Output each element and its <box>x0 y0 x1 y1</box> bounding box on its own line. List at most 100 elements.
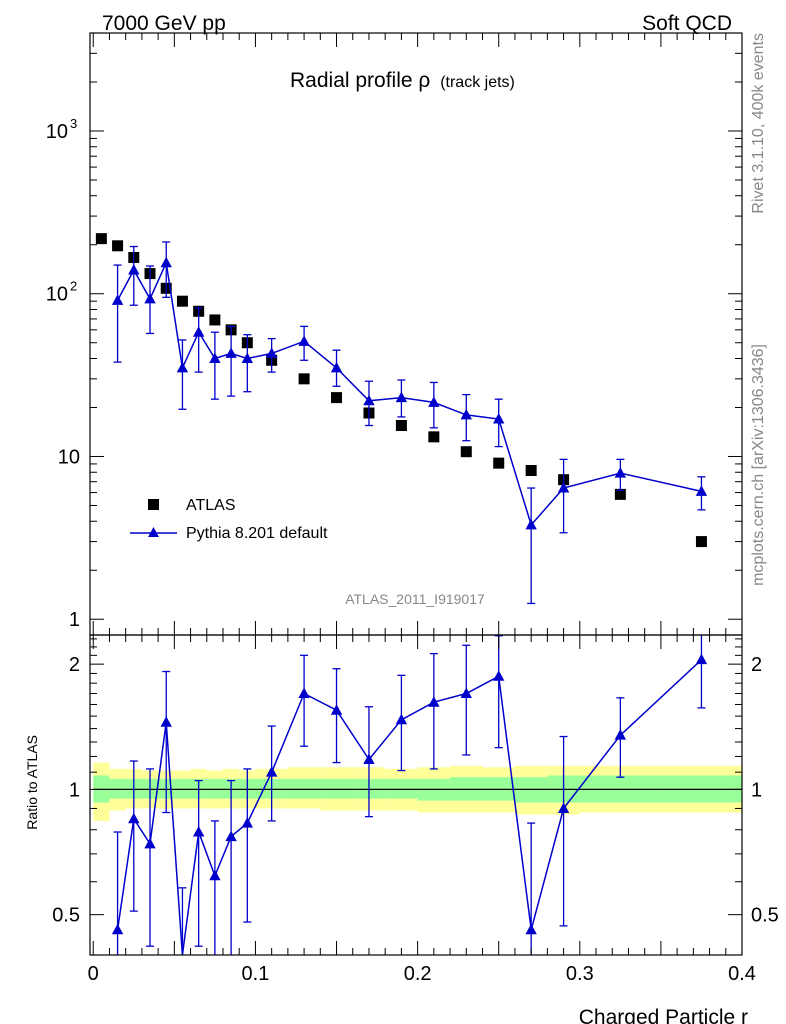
ratio-data-point <box>493 670 505 681</box>
ratio-y-tick-label-right: 1 <box>751 779 762 801</box>
main-y-tick-exponent: 3 <box>70 116 77 131</box>
pythia-data-point <box>128 263 140 275</box>
ratio-plot-frame <box>89 634 743 956</box>
pythia-data-point <box>395 391 408 403</box>
atlas-data-point <box>695 536 707 548</box>
atlas-data-point <box>525 465 537 477</box>
legend-pythia-marker <box>148 527 159 537</box>
ratio-data-point <box>144 837 156 849</box>
ratio-data-point <box>192 826 205 837</box>
green-band-segment <box>206 778 223 799</box>
legend: ATLAS Pythia 8.201 default <box>130 497 328 542</box>
atlas-data-point <box>428 431 440 443</box>
green-band-segment <box>109 778 126 799</box>
pythia-data-point <box>176 361 189 373</box>
green-band-segment <box>287 778 321 799</box>
plot-title: Radial profile ρ (track jets) <box>290 69 515 92</box>
ratio-data-point <box>128 812 140 824</box>
atlas-data-point <box>112 240 124 252</box>
ratio-y-axis-title: Ratio to ATLAS <box>24 735 40 830</box>
x-tick-label: 0.4 <box>728 963 756 985</box>
ratio-data-point <box>160 716 172 727</box>
pythia-data-point <box>460 408 472 420</box>
atlas-data-point <box>209 314 221 326</box>
ratio-data-point <box>695 653 708 665</box>
x-tick-label: 0 <box>88 963 99 985</box>
pythia-data-point <box>695 485 708 496</box>
rivet-version-label: Rivet 3.1.10, 400k events <box>750 33 767 214</box>
main-y-tick-label: 1 <box>69 609 80 631</box>
pythia-data-point <box>192 326 205 337</box>
x-tick-label: 0.1 <box>242 963 270 985</box>
pythia-data-point <box>144 292 156 304</box>
header-left-label: 7000 GeV pp <box>102 12 226 35</box>
ratio-y-tick-label-left: 0.5 <box>52 905 80 927</box>
pythia-data-point <box>225 347 237 358</box>
ratio-data-point <box>298 687 310 699</box>
ratio-data-point <box>265 766 278 777</box>
pythia-data-point <box>525 518 537 530</box>
atlas-data-point <box>298 373 310 385</box>
ratio-data-point <box>111 923 124 935</box>
pythia-data-point <box>493 412 505 424</box>
pythia-data-point <box>330 361 343 373</box>
green-band-segment <box>385 778 418 799</box>
ratio-data-point <box>614 729 627 740</box>
main-plot-frame <box>89 32 743 636</box>
ratio-data-point <box>460 687 472 699</box>
ratio-y-tick-label-right: 0.5 <box>751 905 779 927</box>
ratio-y-tick-label-left: 1 <box>69 779 80 801</box>
x-tick-label: 0.2 <box>404 963 432 985</box>
ratio-y-tick-label-right: 2 <box>751 654 762 676</box>
pythia-data-point <box>265 347 278 358</box>
ratio-data-point <box>363 753 375 764</box>
pythia-data-point <box>557 482 570 493</box>
pythia-data-point <box>614 467 627 478</box>
ratio-uncertainty-bands <box>93 762 742 821</box>
data-series <box>95 233 708 605</box>
pythia-data-point <box>241 352 254 363</box>
main-y-tick-exponent: 2 <box>70 279 77 294</box>
pythia-data-point <box>111 294 124 305</box>
plot-title-main: Radial profile ρ <box>290 69 430 92</box>
ratio-data-point <box>225 830 237 842</box>
pythia-data-point <box>428 396 440 407</box>
green-band-segment <box>174 778 191 799</box>
ratio-series <box>111 635 708 956</box>
ratio-data-point <box>209 869 221 881</box>
ratio-data-point <box>395 713 408 725</box>
analysis-tag: ATLAS_2011_I919017 <box>345 591 485 607</box>
mcplots-label: mcplots.cern.ch [arXiv:1306.3436] <box>750 344 767 586</box>
atlas-data-point <box>331 392 343 404</box>
atlas-data-point <box>460 446 472 458</box>
atlas-data-point <box>95 233 107 245</box>
atlas-data-point <box>493 457 505 469</box>
ratio-data-point <box>557 802 570 813</box>
ratio-data-point <box>330 704 343 715</box>
green-band-segment <box>320 778 353 799</box>
header-right-label: Soft QCD <box>642 12 732 35</box>
atlas-data-point <box>395 420 407 432</box>
atlas-data-point <box>176 295 188 307</box>
ratio-data-point <box>525 923 537 935</box>
ratio-data-point <box>241 817 254 828</box>
pythia-data-point <box>363 394 375 406</box>
ratio-y-tick-label-left: 2 <box>69 654 80 676</box>
x-axis-title: Charged Particle r <box>579 1006 748 1024</box>
ratio-data-point <box>428 696 440 707</box>
atlas-data-point <box>614 488 626 500</box>
x-tick-label: 0.3 <box>566 963 594 985</box>
legend-pythia-label: Pythia 8.201 default <box>186 525 328 542</box>
legend-atlas-label: ATLAS <box>186 497 236 514</box>
main-y-tick-label: 10 <box>46 284 68 306</box>
legend-atlas-marker <box>148 499 159 510</box>
main-y-tick-label: 10 <box>58 446 80 468</box>
pythia-series-line <box>116 260 702 527</box>
pythia-data-point <box>160 256 172 268</box>
plot-title-sub: (track jets) <box>440 74 515 91</box>
main-y-tick-label: 10 <box>46 121 68 143</box>
pythia-data-point <box>209 352 221 363</box>
pythia-data-point <box>298 335 310 346</box>
